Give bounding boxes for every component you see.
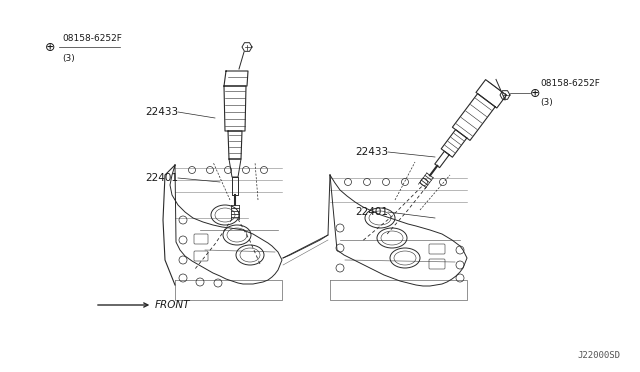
Text: ⊕: ⊕ [45,41,55,54]
Text: FRONT: FRONT [98,300,191,310]
Text: 22433: 22433 [355,147,388,157]
Text: (3): (3) [540,98,553,107]
Text: ⊕: ⊕ [530,87,541,99]
Text: 08158-6252F: 08158-6252F [540,79,600,88]
Text: 22401: 22401 [355,207,388,217]
Text: 08158-6252F: 08158-6252F [62,34,122,43]
Text: 22433: 22433 [145,107,178,117]
Text: J22000SD: J22000SD [577,351,620,360]
Text: (3): (3) [62,54,75,63]
Text: 22401: 22401 [145,173,178,183]
